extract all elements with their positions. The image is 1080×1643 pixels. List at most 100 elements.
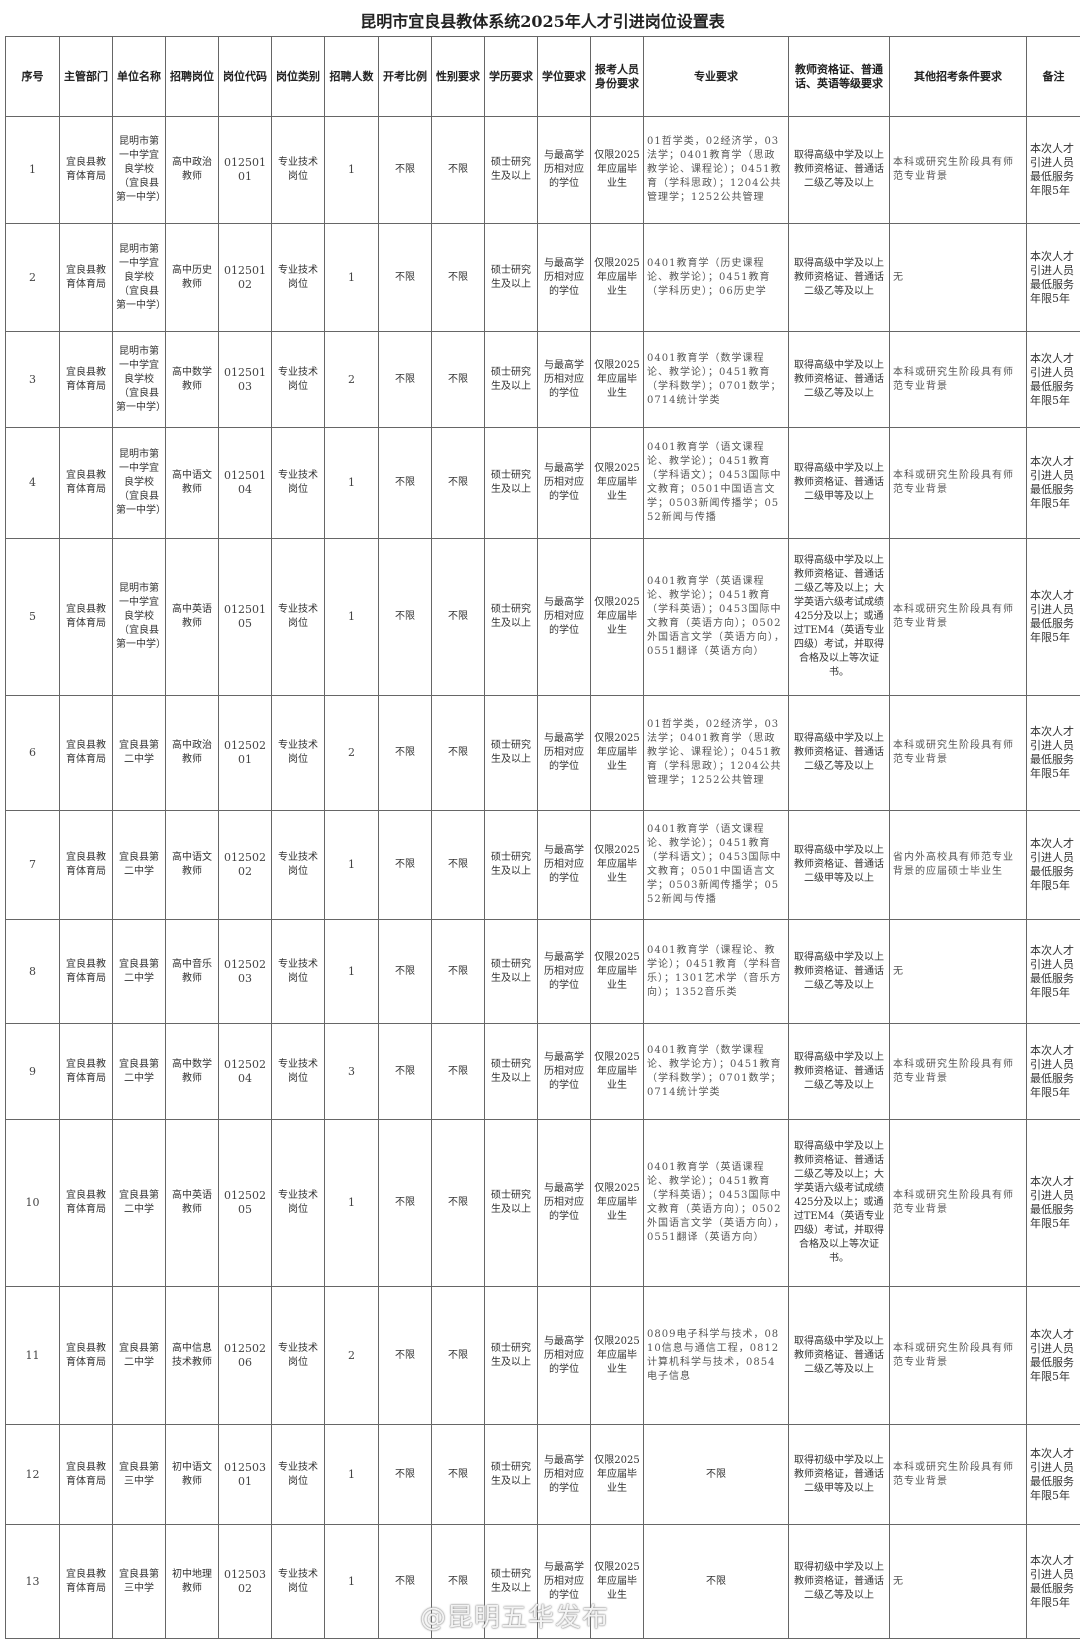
cell-4: 高中英语教师 <box>165 1119 219 1287</box>
cell-14: 取得高级中学及以上教师资格证、普通话二级乙等及以上 <box>788 695 890 811</box>
cell-2: 宜良县教育体育局 <box>59 116 113 224</box>
cell-16: 本次人才引进人员最低服务年限5年 <box>1026 1424 1080 1525</box>
cell-9: 不限 <box>431 1119 485 1287</box>
cell-6: 专业技术岗位 <box>271 116 325 224</box>
cell-4: 初中地理教师 <box>165 1524 219 1639</box>
cell-5: 01250203 <box>218 919 272 1024</box>
cell-5: 01250301 <box>218 1424 272 1525</box>
cell-6: 专业技术岗位 <box>271 223 325 332</box>
cell-2: 宜良县教育体育局 <box>59 919 113 1024</box>
cell-5: 01250202 <box>218 810 272 920</box>
column-header: 招聘人数 <box>324 36 379 117</box>
cell-4: 高中英语教师 <box>165 538 219 696</box>
cell-4: 高中数学教师 <box>165 1023 219 1120</box>
cell-1: 6 <box>5 695 60 811</box>
cell-2: 宜良县教育体育局 <box>59 1023 113 1120</box>
cell-10: 硕士研究生及以上 <box>484 116 538 224</box>
positions-table: 序号 主管部门 单位名称 招聘岗位 岗位代码 岗位类别 招聘人数 开考比例 性别要求 学历要求 学位… <box>5 36 1080 1639</box>
cell-1: 13 <box>5 1524 60 1639</box>
cell-15: 本科或研究生阶段具有师范专业背景 <box>889 1424 1027 1525</box>
cell-16: 本次人才引进人员最低服务年限5年 <box>1026 116 1080 224</box>
cell-6: 专业技术岗位 <box>271 1119 325 1287</box>
table-row: 10 宜良县教育体育局 宜良县第二中学 高中英语教师 01250205 专业技术岗位 1 不限… <box>5 1119 1080 1287</box>
cell-10: 硕士研究生及以上 <box>484 1424 538 1525</box>
cell-12: 仅限2025年应届毕业生 <box>590 919 644 1024</box>
cell-11: 与最高学历相对应的学位 <box>537 116 591 224</box>
cell-5: 01250205 <box>218 1119 272 1287</box>
cell-1: 2 <box>5 223 60 332</box>
column-header: 岗位类别 <box>271 36 325 117</box>
cell-6: 专业技术岗位 <box>271 919 325 1024</box>
cell-11: 与最高学历相对应的学位 <box>537 1119 591 1287</box>
cell-11: 与最高学历相对应的学位 <box>537 427 591 539</box>
column-header: 性别要求 <box>431 36 485 117</box>
cell-13: 0401教育学（英语课程论、教学论）；0451教育（学科英语）；0453国际中文… <box>643 1119 789 1287</box>
cell-7: 1 <box>324 427 379 539</box>
column-header: 序号 <box>5 36 60 117</box>
cell-4: 高中数学教师 <box>165 331 219 428</box>
cell-13: 0401教育学（英语课程论、教学论）；0451教育（学科英语）；0453国际中文… <box>643 538 789 696</box>
cell-14: 取得高级中学及以上教师资格证、普通话二级乙等及以上；大学英语六级考试成绩425分… <box>788 1119 890 1287</box>
cell-15: 本科或研究生阶段具有师范专业背景 <box>889 695 1027 811</box>
cell-2: 宜良县教育体育局 <box>59 538 113 696</box>
table-row: 2 宜良县教育体育局 昆明市第一中学宜良学校（宜良县第一中学） 高中历史教师 01250… <box>5 223 1080 332</box>
cell-7: 1 <box>324 919 379 1024</box>
cell-6: 专业技术岗位 <box>271 1424 325 1525</box>
table-row: 8 宜良县教育体育局 宜良县第二中学 高中音乐教师 01250203 专业技术岗位 1 不限不… <box>5 919 1080 1024</box>
cell-15: 本科或研究生阶段具有师范专业背景 <box>889 1119 1027 1287</box>
cell-6: 专业技术岗位 <box>271 695 325 811</box>
table-row: 1 宜良县教育体育局 昆明市第一中学宜良学校（宜良县第一中学） 高中政治教师 01250… <box>5 116 1080 224</box>
cell-4: 高中语文教师 <box>165 427 219 539</box>
cell-12: 仅限2025年应届毕业生 <box>590 810 644 920</box>
cell-9: 不限 <box>431 1524 485 1639</box>
cell-8: 不限 <box>378 116 432 224</box>
cell-3: 宜良县第二中学 <box>112 810 166 920</box>
cell-11: 与最高学历相对应的学位 <box>537 538 591 696</box>
cell-15: 本科或研究生阶段具有师范专业背景 <box>889 331 1027 428</box>
cell-4: 高中历史教师 <box>165 223 219 332</box>
cell-9: 不限 <box>431 1023 485 1120</box>
cell-15: 省内外高校具有师范专业背景的应届硕士毕业生 <box>889 810 1027 920</box>
column-header: 备注 <box>1026 36 1080 117</box>
header-row: 序号 主管部门 单位名称 招聘岗位 岗位代码 岗位类别 招聘人数 开考比例 性别要求 学历要求 学位… <box>5 36 1080 117</box>
cell-1: 9 <box>5 1023 60 1120</box>
cell-7: 1 <box>324 1119 379 1287</box>
cell-1: 12 <box>5 1424 60 1525</box>
cell-11: 与最高学历相对应的学位 <box>537 331 591 428</box>
cell-12: 仅限2025年应届毕业生 <box>590 223 644 332</box>
cell-3: 宜良县第二中学 <box>112 695 166 811</box>
cell-15: 无 <box>889 1524 1027 1639</box>
column-header: 学位要求 <box>537 36 591 117</box>
cell-16: 本次人才引进人员最低服务年限5年 <box>1026 919 1080 1024</box>
cell-8: 不限 <box>378 223 432 332</box>
cell-5: 01250206 <box>218 1286 272 1425</box>
table-row: 6 宜良县教育体育局 宜良县第二中学 高中政治教师 01250201 专业技术岗位 2 不限不… <box>5 695 1080 811</box>
watermark: @昆明五华发布 <box>420 1603 610 1633</box>
cell-10: 硕士研究生及以上 <box>484 331 538 428</box>
cell-7: 3 <box>324 1023 379 1120</box>
cell-10: 硕士研究生及以上 <box>484 427 538 539</box>
cell-10: 硕士研究生及以上 <box>484 810 538 920</box>
cell-8: 不限 <box>378 919 432 1024</box>
cell-13: 01哲学类，02经济学，03法学；0401教育学（思政教学论、课程论）；0451… <box>643 695 789 811</box>
cell-16: 本次人才引进人员最低服务年限5年 <box>1026 331 1080 428</box>
cell-12: 仅限2025年应届毕业生 <box>590 1286 644 1425</box>
cell-3: 宜良县第三中学 <box>112 1524 166 1639</box>
cell-5: 01250201 <box>218 695 272 811</box>
cell-9: 不限 <box>431 695 485 811</box>
cell-16: 本次人才引进人员最低服务年限5年 <box>1026 1119 1080 1287</box>
cell-12: 仅限2025年应届毕业生 <box>590 427 644 539</box>
cell-7: 2 <box>324 695 379 811</box>
cell-13: 0401教育学（语文课程论、教学论）；0451教育（学科语文）；0453国际中文… <box>643 810 789 920</box>
cell-9: 不限 <box>431 331 485 428</box>
cell-2: 宜良县教育体育局 <box>59 1524 113 1639</box>
cell-2: 宜良县教育体育局 <box>59 427 113 539</box>
cell-8: 不限 <box>378 695 432 811</box>
cell-12: 仅限2025年应届毕业生 <box>590 1023 644 1120</box>
cell-12: 仅限2025年应届毕业生 <box>590 1524 644 1639</box>
cell-15: 本科或研究生阶段具有师范专业背景 <box>889 116 1027 224</box>
cell-13: 不限 <box>643 1524 789 1639</box>
cell-16: 本次人才引进人员最低服务年限5年 <box>1026 1524 1080 1639</box>
cell-7: 1 <box>324 1424 379 1525</box>
cell-11: 与最高学历相对应的学位 <box>537 1424 591 1525</box>
